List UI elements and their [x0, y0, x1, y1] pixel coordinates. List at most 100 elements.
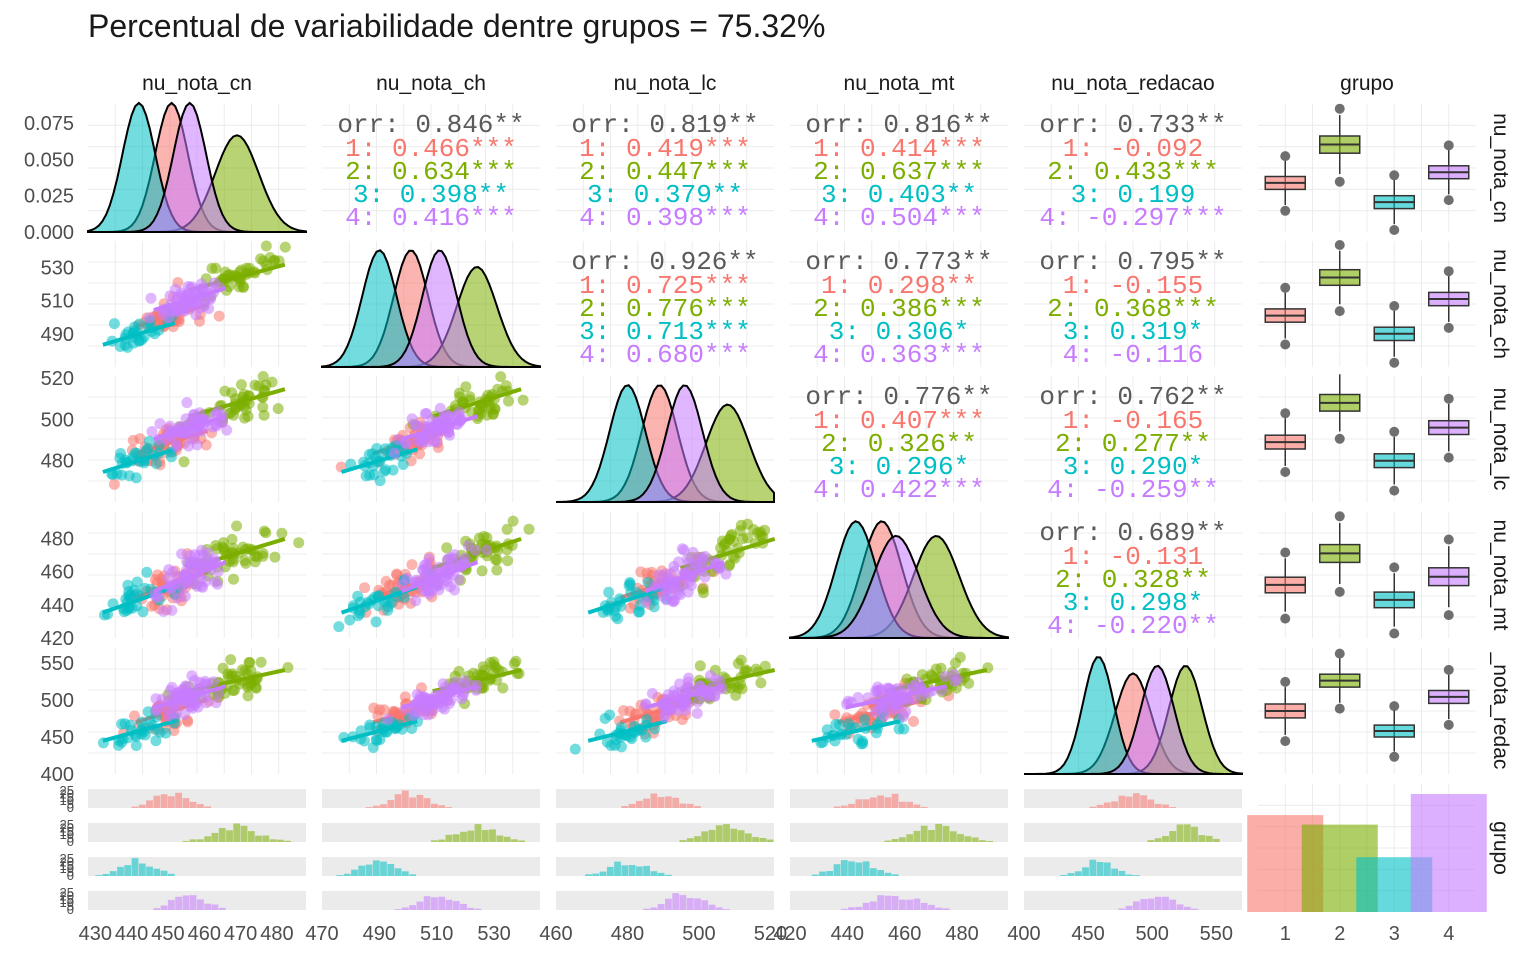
box-outlier-0-g3: [1389, 170, 1399, 180]
point-2-1-g2: [473, 405, 484, 416]
hist-bar-1-g3: [358, 866, 365, 876]
point-4-2-g4: [705, 670, 716, 681]
hist-bar-0-g1: [204, 807, 211, 809]
hist-bar-3-g3: [819, 872, 826, 876]
hist-bar-2-g3: [607, 867, 614, 876]
hist-bar-4-g1: [1104, 803, 1111, 809]
y-tick-row-4: 450: [41, 727, 74, 749]
point-3-1-g4: [424, 589, 435, 600]
hist-bar-4-g1: [1126, 797, 1133, 808]
box-outlier-0-g4: [1444, 140, 1454, 150]
hist-bar-3-g2: [950, 831, 957, 842]
hist-bar-0-g3: [161, 871, 168, 876]
point-4-0-g3: [136, 717, 147, 728]
point-3-0-g2: [250, 556, 261, 567]
hist-bar-4-g4: [1184, 907, 1191, 910]
x-tick-nu_nota_cn: 470: [224, 923, 257, 945]
point-3-1-g4: [402, 573, 413, 584]
point-4-3-g1: [829, 709, 840, 720]
hist-bar-1-g2: [446, 835, 453, 842]
hist-bar-2-g3: [651, 871, 658, 876]
hist-bar-2-g4: [709, 905, 716, 910]
point-4-3-g4: [872, 682, 883, 693]
box-outlier-3-g3: [1389, 629, 1399, 639]
point-4-3-g4: [879, 702, 890, 713]
point-4-0-g3: [150, 735, 161, 746]
hist-bar-1-g3: [402, 871, 409, 876]
hist-bar-3-g4: [914, 899, 921, 910]
hist-bar-3-g2: [921, 826, 928, 842]
hist-bar-0-g2: [277, 840, 284, 842]
hist-bar-0-g1: [153, 796, 160, 808]
point-4-0-g3: [125, 720, 136, 731]
x-tick-nu_nota_cn: 450: [151, 923, 184, 945]
hist-bar-3-g4: [841, 909, 848, 910]
point-4-2-g4: [647, 688, 658, 699]
hist-bar-1-g2: [438, 840, 445, 842]
hist-bar-4-g4: [1162, 897, 1169, 910]
hist-bar-0-g1: [183, 798, 190, 808]
hist-bar-3-g2: [928, 830, 935, 842]
hist-bar-4-g3: [1133, 875, 1140, 876]
corr-group-1-3-4: 4: 0.363***: [813, 340, 985, 370]
hist-bar-3-g4: [848, 907, 855, 910]
point-3-2-g3: [603, 587, 614, 598]
hist-bar-1-g3: [351, 870, 358, 876]
corr-group-1-4-4: 4: -0.116: [1063, 340, 1203, 370]
point-1-0-g3: [109, 318, 120, 329]
hist-bar-2-g3: [629, 865, 636, 876]
hist-bar-2-g2: [723, 824, 730, 842]
hist-bar-3-g3: [885, 873, 892, 876]
point-4-3-g3: [857, 738, 868, 749]
hist-bar-1-g2: [431, 840, 438, 842]
point-4-1-g3: [368, 742, 379, 753]
corr-group-1-2-4: 4: 0.680***: [579, 340, 751, 370]
hist-bar-3-g2: [972, 838, 979, 843]
hist-bar-4-g2: [1213, 839, 1220, 842]
hist-bar-4-g4: [1140, 899, 1147, 910]
strip-top-nu_nota_cn: nu_nota_cn: [142, 72, 252, 95]
hist-bar-4-g3: [1111, 869, 1118, 876]
box-outlier-0-g3: [1389, 225, 1399, 235]
y-tick-row-3: 440: [41, 595, 74, 617]
box-outlier-3-g1: [1280, 548, 1290, 558]
hist-bar-2-g4: [687, 898, 694, 910]
hist-bar-1-g2: [511, 839, 518, 842]
hist-bar-4-g3: [1126, 875, 1133, 877]
hist-bar-1-g4: [417, 902, 424, 910]
hist-bar-1-g4: [431, 897, 438, 910]
hist-bar-3-g1: [899, 802, 906, 808]
point-2-1-g4: [416, 437, 427, 448]
point-1-0-g4: [184, 303, 195, 314]
hist-bar-0-g4: [190, 895, 197, 910]
strip-top-nu_nota_ch: nu_nota_ch: [376, 72, 486, 95]
hist-bar-3-g4: [892, 896, 899, 910]
hist-bar-4-g4: [1126, 906, 1133, 910]
point-2-1-g3: [369, 469, 380, 480]
hist-bar-0-g1: [161, 794, 168, 808]
point-3-0-g4: [212, 579, 223, 590]
point-2-0-g4: [192, 439, 203, 450]
hist-bar-3-g1: [921, 807, 928, 808]
point-2-1-g3: [398, 459, 409, 470]
strip-right-4: _nota_redac: [1489, 652, 1512, 770]
point-2-1-g4: [389, 448, 400, 459]
hist-bar-2-g2: [730, 829, 737, 842]
x-tick-nu_nota_ch: 470: [305, 923, 338, 945]
strip-top-nu_nota_lc: nu_nota_lc: [614, 72, 717, 95]
hist-bar-2-g2: [687, 838, 694, 842]
point-4-1-g4: [412, 689, 423, 700]
hist-bar-1-g3: [395, 868, 402, 876]
hist-bar-2-g1: [621, 806, 628, 808]
hist-bar-1-g1: [431, 804, 438, 808]
hist-bar-1-g4: [460, 904, 467, 910]
hist-bar-0-g2: [219, 828, 226, 842]
hist-bar-1-g1: [438, 805, 445, 808]
hist-bar-3-g1: [914, 805, 921, 808]
corr-group-3-4-4: 4: -0.220**: [1047, 611, 1219, 641]
hist-bar-0-g3: [139, 864, 146, 877]
point-3-2-g2: [698, 587, 709, 598]
hist-bar-2-g4: [658, 904, 665, 910]
point-4-1-g4: [440, 682, 451, 693]
box-outlier-0-g1: [1280, 206, 1290, 216]
